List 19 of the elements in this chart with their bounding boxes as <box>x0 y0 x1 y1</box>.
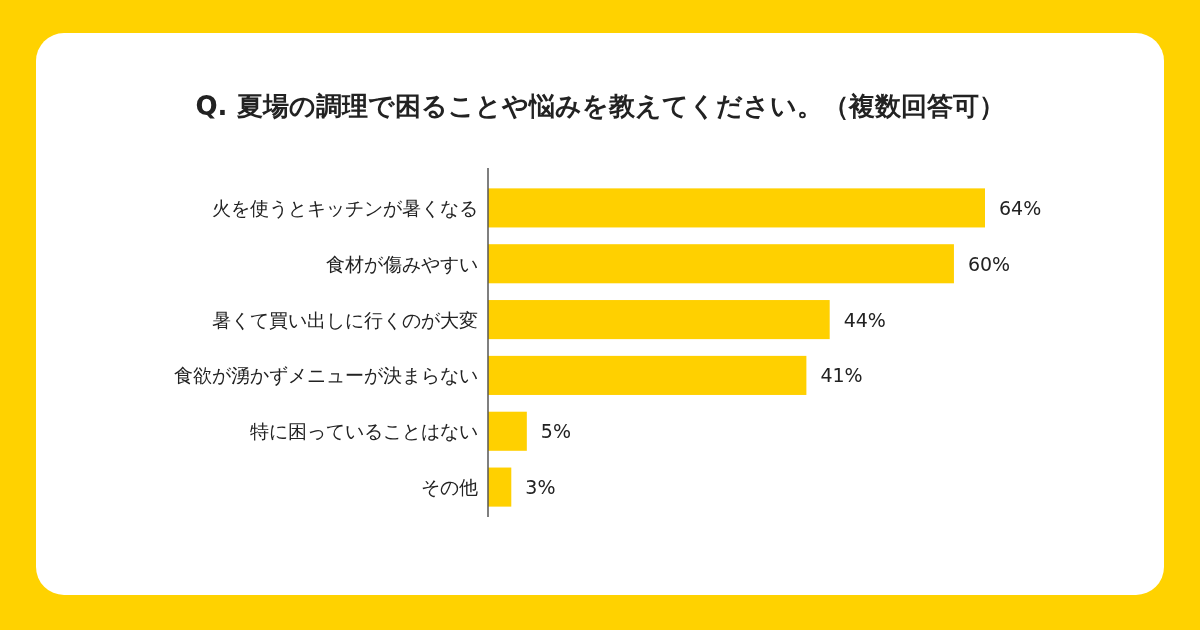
bar <box>488 355 807 395</box>
data-label: 44% <box>843 308 886 331</box>
bar <box>488 244 954 284</box>
y-tick-label: その他 <box>421 476 478 499</box>
data-label: 60% <box>967 252 1011 275</box>
bar <box>488 188 985 228</box>
y-tick-label: 特に困っていることはない <box>250 420 478 443</box>
data-label: 64% <box>999 196 1042 219</box>
bar <box>488 411 527 451</box>
y-tick-label: 食欲が湧かずメニューが決まらない <box>174 364 478 387</box>
data-label: 3% <box>525 476 556 499</box>
y-tick-label: 火を使うとキッチンが暑くなる <box>212 196 478 219</box>
y-tick-label: 食材が傷みやすい <box>326 252 478 275</box>
data-label: 41% <box>820 364 863 387</box>
bar <box>488 467 512 507</box>
bar <box>488 300 830 340</box>
chart-title: Q. 夏場の調理で困ることや悩みを教えてください。（複数回答可） <box>195 91 1005 121</box>
data-label: 5% <box>540 420 571 443</box>
y-tick-label: 暑くて買い出しに行くのが大変 <box>212 308 478 331</box>
